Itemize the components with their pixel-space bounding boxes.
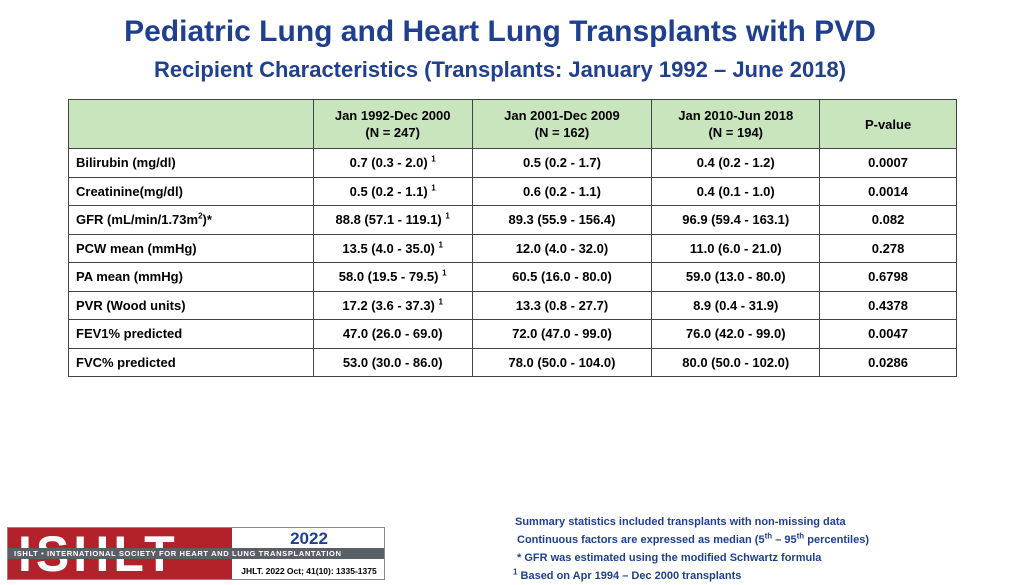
cell-era-2: 0.6 (0.2 - 1.1) <box>471 176 653 206</box>
table-row: PVR (Wood units) 17.2 (3.6 - 37.3) 1 13.3 … <box>68 290 957 320</box>
cell-era-2: 12.0 (4.0 - 32.0) <box>471 233 653 263</box>
header-cell-era-3: Jan 2010-Jun 2018 (N = 194) <box>651 99 821 149</box>
table-row: PCW mean (mmHg) 13.5 (4.0 - 35.0) 1 12.0 (… <box>68 233 957 263</box>
page-subtitle: Recipient Characteristics (Transplants: … <box>153 57 847 82</box>
cell-era-3: 11.0 (6.0 - 21.0) <box>651 233 821 263</box>
table-header-row: Jan 1992-Dec 2000 (N = 247) Jan 2001-Dec… <box>68 99 957 149</box>
row-label: Creatinine(mg/dl) <box>68 176 314 206</box>
cell-era-1: 47.0 (26.0 - 69.0) <box>312 319 473 349</box>
cell-era-1: 17.2 (3.6 - 37.3) 1 <box>312 290 473 320</box>
header-pvalue-label: P-value <box>864 116 912 132</box>
footnote-summary: Summary statistics included transplants … <box>515 516 846 528</box>
cell-era-3: 96.9 (59.4 - 163.1) <box>651 205 821 235</box>
cell-era-3: 59.0 (13.0 - 80.0) <box>651 262 821 292</box>
cell-pvalue: 0.0047 <box>819 319 957 349</box>
cell-era-2: 13.3 (0.8 - 27.7) <box>471 290 653 320</box>
table-row: FEV1% predicted 47.0 (26.0 - 69.0) 72.0 (4… <box>68 319 957 349</box>
cell-era-1: 13.5 (4.0 - 35.0) 1 <box>312 233 473 263</box>
row-label: FVC% predicted <box>68 347 314 377</box>
footnote-gfr: * GFR was estimated using the modified S… <box>517 552 822 564</box>
cell-era-1: 0.7 (0.3 - 2.0) 1 <box>312 148 473 178</box>
row-label: FEV1% predicted <box>68 319 314 349</box>
header-era-1-range: Jan 1992-Dec 2000 <box>334 108 451 123</box>
cell-era-2: 89.3 (55.9 - 156.4) <box>471 205 653 235</box>
header-cell-pvalue: P-value <box>819 99 957 149</box>
cell-era-3: 8.9 (0.4 - 31.9) <box>651 290 821 320</box>
cell-era-1: 88.8 (57.1 - 119.1) 1 <box>312 205 473 235</box>
cell-era-3: 0.4 (0.2 - 1.2) <box>651 148 821 178</box>
cell-pvalue: 0.6798 <box>819 262 957 292</box>
page-title: Pediatric Lung and Heart Lung Transplant… <box>124 15 876 48</box>
header-era-1-n: (N = 247) <box>365 125 420 140</box>
header-era-3-n: (N = 194) <box>708 125 764 140</box>
footnote-based-on: 1 Based on Apr 1994 – Dec 2000 transplan… <box>513 567 742 582</box>
cell-era-1: 58.0 (19.5 - 79.5) 1 <box>312 262 473 292</box>
cell-era-2: 72.0 (47.0 - 99.0) <box>471 319 653 349</box>
table-body: Bilirubin (mg/dl) 0.7 (0.3 - 2.0) 1 0.5 (0… <box>68 148 957 377</box>
footnote-continuous: Continuous factors are expressed as medi… <box>517 531 869 546</box>
row-label: PA mean (mmHg) <box>68 262 314 292</box>
header-cell-label <box>68 99 314 149</box>
cell-era-1: 53.0 (30.0 - 86.0) <box>312 347 473 377</box>
cell-era-2: 78.0 (50.0 - 104.0) <box>471 347 653 377</box>
table-row: FVC% predicted 53.0 (30.0 - 86.0) 78.0 (50… <box>68 347 957 377</box>
characteristics-table: Jan 1992-Dec 2000 (N = 247) Jan 2001-Dec… <box>68 99 957 377</box>
table-row: PA mean (mmHg) 58.0 (19.5 - 79.5) 1 60.5 (… <box>68 262 957 292</box>
header-era-2-range: Jan 2001-Dec 2009 <box>504 108 620 123</box>
table-row: GFR (mL/min/1.73m2)* 88.8 (57.1 - 119.1) … <box>68 205 957 235</box>
header-era-2-n: (N = 162) <box>534 125 590 140</box>
header-cell-era-1: Jan 1992-Dec 2000 (N = 247) <box>312 99 473 149</box>
cell-pvalue: 0.278 <box>819 233 957 263</box>
logo-year: 2022 <box>290 529 328 548</box>
cell-era-2: 0.5 (0.2 - 1.7) <box>471 148 653 178</box>
row-label: PVR (Wood units) <box>68 290 314 320</box>
logo-society-band: ISHLT • INTERNATIONAL SOCIETY FOR HEART … <box>8 548 384 559</box>
cell-era-3: 80.0 (50.0 - 102.0) <box>651 347 821 377</box>
cell-era-3: 0.4 (0.1 - 1.0) <box>651 176 821 206</box>
cell-pvalue: 0.0286 <box>819 347 957 377</box>
cell-pvalue: 0.082 <box>819 205 957 235</box>
cell-era-3: 76.0 (42.0 - 99.0) <box>651 319 821 349</box>
logo-citation: JHLT. 2022 Oct; 41(10): 1335-1375 <box>241 566 377 576</box>
table-row: Bilirubin (mg/dl) 0.7 (0.3 - 2.0) 1 0.5 (0… <box>68 148 957 178</box>
cell-era-2: 60.5 (16.0 - 80.0) <box>471 262 653 292</box>
cell-pvalue: 0.0007 <box>819 148 957 178</box>
header-cell-era-2: Jan 2001-Dec 2009 (N = 162) <box>471 99 653 149</box>
footnotes: Summary statistics included transplants … <box>508 513 1008 585</box>
row-label: GFR (mL/min/1.73m2)* <box>68 205 314 235</box>
cell-pvalue: 0.0014 <box>819 176 957 206</box>
row-label: Bilirubin (mg/dl) <box>68 148 314 178</box>
cell-era-1: 0.5 (0.2 - 1.1) 1 <box>312 176 473 206</box>
cell-pvalue: 0.4378 <box>819 290 957 320</box>
table-row: Creatinine(mg/dl) 0.5 (0.2 - 1.1) 1 0.6 (0… <box>68 176 957 206</box>
row-label: PCW mean (mmHg) <box>68 233 314 263</box>
header-era-3-range: Jan 2010-Jun 2018 <box>678 108 794 123</box>
ishlt-logo: ISHLT ISHLT • INTERNATIONAL SOCIETY FOR … <box>7 527 385 580</box>
